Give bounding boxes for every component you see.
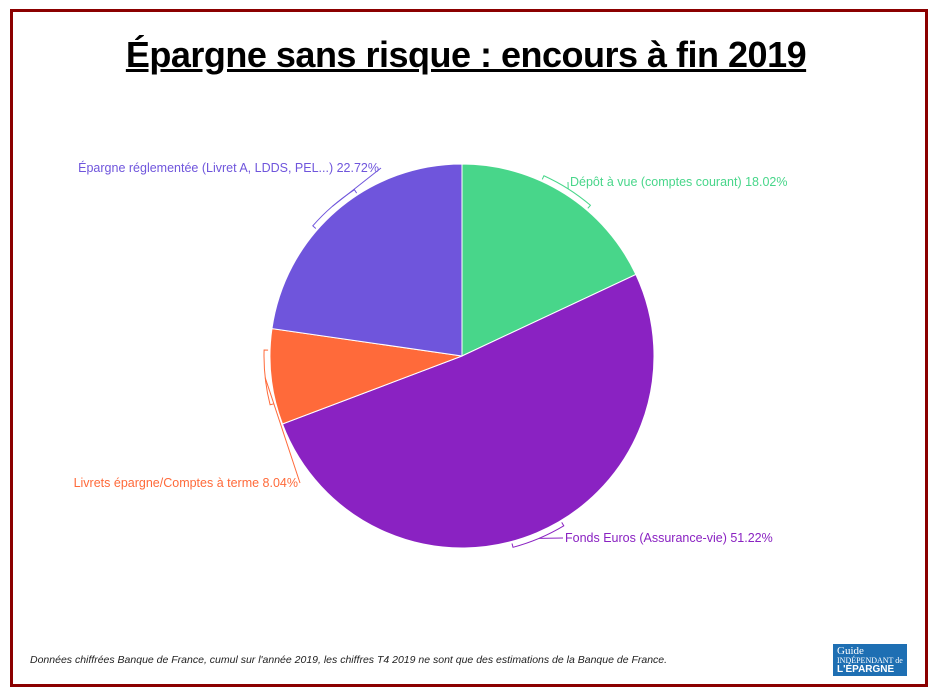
logo-line-3: L'ÉPARGNE — [837, 664, 895, 675]
pie-labels: Dépôt à vue (comptes courant) 18.02% Fond… — [74, 160, 787, 548]
slice-label: Livrets épargne/Comptes à terme 8.04% — [74, 476, 298, 490]
site-logo[interactable]: Guide INDÉPENDANT de L'ÉPARGNE — [833, 644, 907, 676]
source-note: Données chiffrées Banque de France, cumu… — [30, 654, 668, 666]
pie-slice[interactable] — [461, 163, 637, 357]
slice-label: Fonds Euros (Assurance-vie) 51.22% — [565, 531, 773, 545]
pie-slice[interactable] — [281, 273, 655, 549]
pie-slice[interactable] — [269, 328, 463, 425]
label-leader — [264, 377, 301, 484]
chart-title: Épargne sans risque : encours à fin 2019 — [125, 34, 807, 75]
label-leader — [332, 167, 382, 207]
label-bracket — [541, 175, 592, 209]
pie-slices — [269, 163, 655, 549]
slice-label: Épargne réglementée (Livret A, LDDS, PEL… — [78, 160, 379, 175]
logo-line-2: INDÉPENDANT de — [837, 656, 903, 665]
label-bracket — [511, 522, 565, 548]
slice-label: Dépôt à vue (comptes courant) 18.02% — [570, 175, 787, 189]
logo-line-1: Guide — [837, 645, 864, 657]
pie-slice[interactable] — [271, 163, 463, 357]
